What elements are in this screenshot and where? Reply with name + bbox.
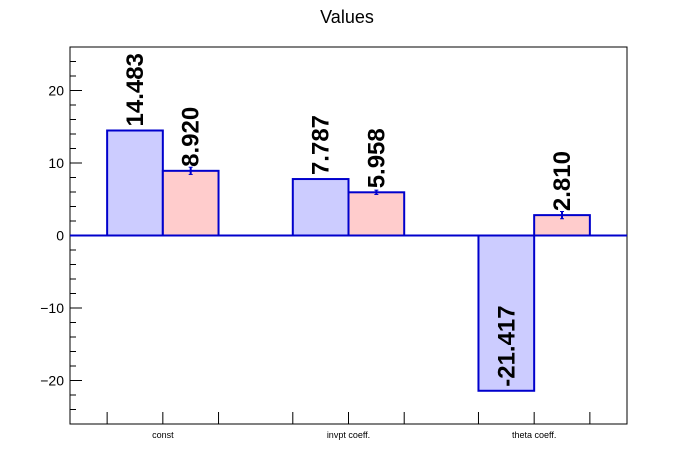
y-tick-label: −20: [40, 373, 64, 389]
bar-series-2: [347, 191, 406, 237]
y-tick-label: 0: [56, 228, 64, 244]
bar-value-label: 2.810: [549, 151, 576, 211]
bar-series-1: [106, 129, 164, 237]
bar-value-label: 7.787: [308, 115, 335, 175]
y-tick-label: 20: [48, 83, 64, 99]
bar-value-label: 14.483: [122, 53, 149, 126]
bar-value-label: -21.417: [493, 305, 520, 386]
bar-value-label: 5.958: [363, 128, 390, 188]
x-category-label: invpt coeff.: [327, 430, 370, 440]
bar-value-label: 8.920: [178, 107, 205, 167]
x-category-label: const: [152, 430, 174, 440]
bar-series-1: [291, 178, 350, 237]
y-tick-label: 10: [48, 155, 64, 171]
bar-series-1: [477, 234, 536, 392]
y-tick-label: −10: [40, 300, 64, 316]
bar-series-2: [161, 169, 220, 237]
x-category-label: theta coeff.: [512, 430, 556, 440]
chart-title: Values: [320, 7, 374, 27]
